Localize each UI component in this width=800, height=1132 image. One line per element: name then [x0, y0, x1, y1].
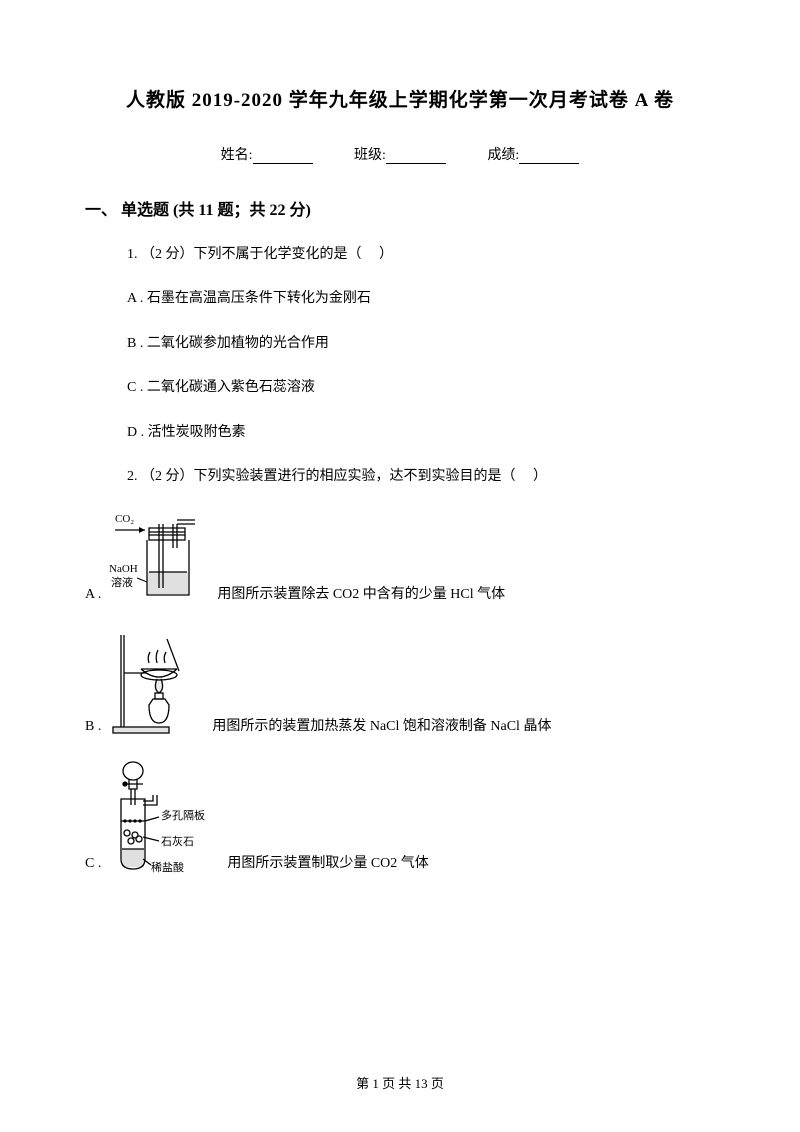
q1-option-a: A . 石墨在高温高压条件下转化为金刚石 [127, 288, 715, 310]
q2-option-b: B . [85, 627, 715, 737]
naoh-label: NaOH [109, 563, 138, 575]
class-blank [386, 150, 446, 164]
q2-b-text: 用图所示的装置加热蒸发 NaCl 饱和溶液制备 NaCl 晶体 [212, 715, 551, 737]
name-blank [253, 150, 313, 164]
co2-label: CO₂ [115, 513, 134, 525]
q1-option-b: B . 二氧化碳参加植物的光合作用 [127, 333, 715, 355]
evaporation-stand-diagram [107, 627, 212, 737]
q2-a-text: 用图所示装置除去 CO2 中含有的少量 HCl 气体 [217, 583, 505, 605]
q1-stem: 1. （2 分）下列不属于化学变化的是（ ） [127, 244, 715, 266]
gas-washing-bottle-diagram: CO₂ [107, 510, 217, 605]
q2-c-text: 用图所示装置制取少量 CO2 气体 [227, 852, 428, 874]
gas-generator-diagram: 多孔隔板 石灰石 稀盐酸 [107, 759, 227, 874]
stone-label: 石灰石 [161, 834, 194, 848]
q2-option-c: C . [85, 759, 715, 874]
q2-stem: 2. （2 分）下列实验装置进行的相应实验，达不到实验目的是（ ） [127, 466, 715, 488]
score-blank [519, 150, 579, 164]
solution-label: 溶液 [111, 575, 133, 589]
score-label: 成绩: [487, 148, 519, 163]
page-title: 人教版 2019-2020 学年九年级上学期化学第一次月考试卷 A 卷 [85, 85, 715, 112]
name-label: 姓名: [221, 148, 253, 163]
acid-label: 稀盐酸 [151, 860, 184, 874]
q1-option-d: D . 活性炭吸附色素 [127, 422, 715, 444]
q2-a-letter: A . [85, 587, 101, 605]
student-info-line: 姓名: 班级: 成绩: [85, 144, 715, 164]
q2-b-letter: B . [85, 719, 101, 737]
plate-label: 多孔隔板 [161, 808, 205, 822]
class-label: 班级: [354, 148, 386, 163]
q1-option-c: C . 二氧化碳通入紫色石蕊溶液 [127, 377, 715, 399]
q2-option-a: A . CO₂ [85, 510, 715, 605]
section-header: 一、 单选题 (共 11 题；共 22 分) [85, 196, 715, 220]
q2-c-letter: C . [85, 856, 101, 874]
page-footer: 第 1 页 共 13 页 [0, 1073, 800, 1092]
